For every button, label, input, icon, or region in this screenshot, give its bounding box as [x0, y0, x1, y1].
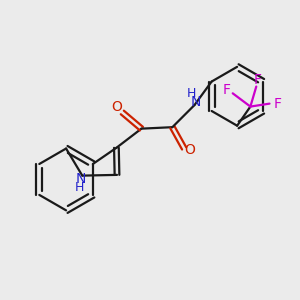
Text: H: H: [187, 87, 196, 101]
Text: O: O: [184, 143, 196, 157]
Text: F: F: [254, 73, 262, 87]
Text: N: N: [76, 172, 86, 186]
Text: H: H: [75, 182, 85, 194]
Text: F: F: [222, 83, 230, 98]
Text: F: F: [274, 97, 282, 111]
Text: N: N: [191, 94, 201, 109]
Text: O: O: [112, 100, 122, 114]
